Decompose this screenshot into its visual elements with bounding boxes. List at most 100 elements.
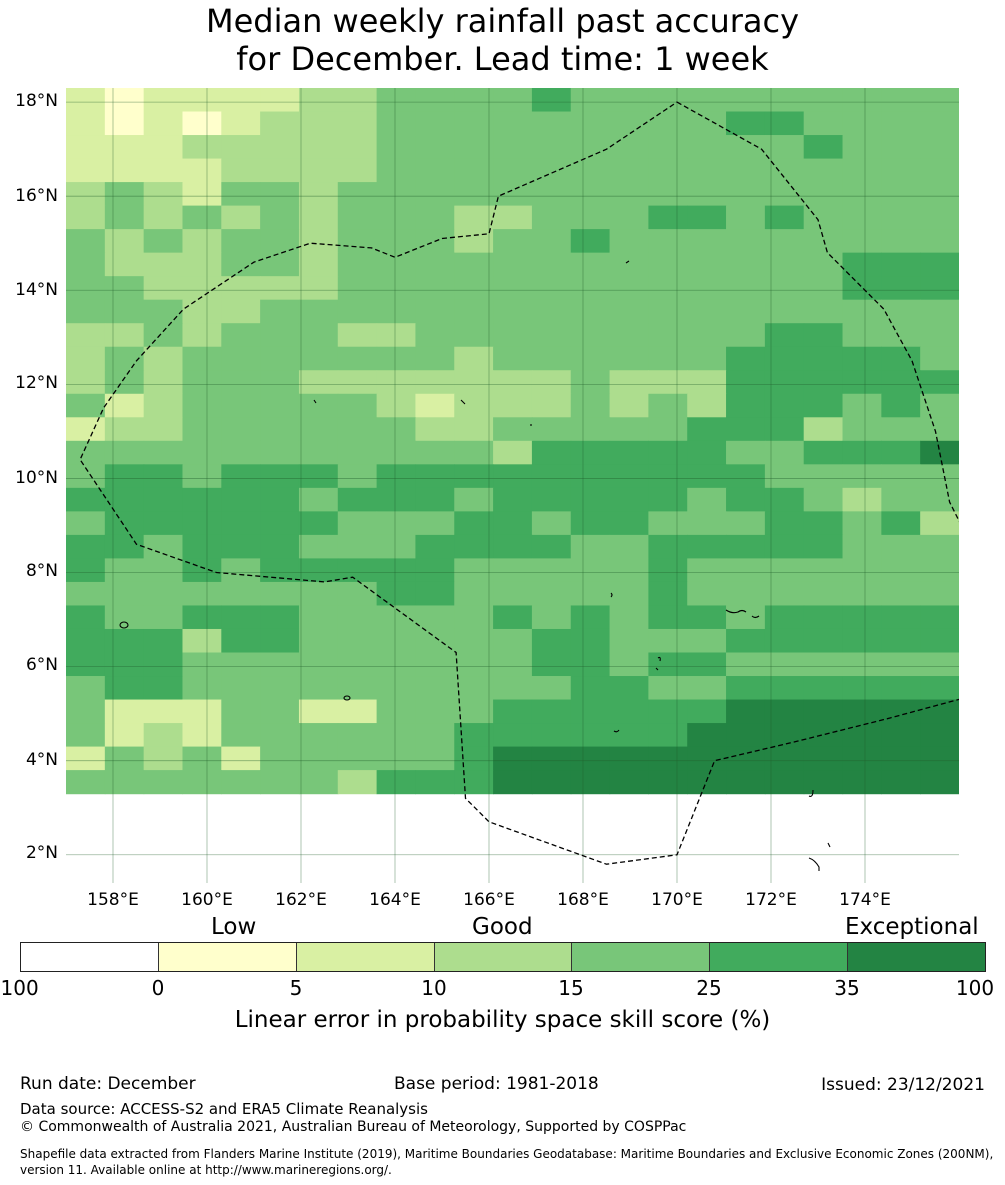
skill-cell xyxy=(881,676,921,701)
skill-cell xyxy=(260,464,300,489)
skill-cell xyxy=(260,534,300,560)
skill-cell xyxy=(648,346,688,371)
skill-cell xyxy=(842,370,882,395)
skill-cell xyxy=(687,88,727,113)
skill-cell xyxy=(648,746,688,771)
skill-cell xyxy=(648,558,688,583)
skill-cell xyxy=(842,393,882,418)
skill-cell xyxy=(609,158,649,183)
skill-cell xyxy=(842,676,882,701)
skill-cell xyxy=(415,464,455,489)
skill-cell xyxy=(143,88,184,113)
skill-cell xyxy=(298,299,339,324)
skill-cell xyxy=(920,464,959,489)
skill-cell xyxy=(260,346,300,371)
skill-cell xyxy=(726,628,766,654)
skill-cell xyxy=(842,111,882,136)
skill-cell xyxy=(881,111,921,136)
skill-cell xyxy=(182,628,222,654)
skill-cell xyxy=(104,511,145,536)
skill-cell xyxy=(687,182,727,207)
skill-cell xyxy=(803,229,844,254)
skill-cell xyxy=(609,205,649,230)
skill-cell xyxy=(337,699,378,724)
skill-cell xyxy=(648,440,688,465)
skill-cell xyxy=(454,699,494,724)
skill-cell xyxy=(143,581,184,607)
skill-cell xyxy=(570,464,611,489)
skill-cell xyxy=(221,676,261,701)
skill-cell xyxy=(143,229,184,254)
skill-cell xyxy=(842,770,882,795)
skill-cell xyxy=(687,699,727,724)
skill-cell xyxy=(764,88,805,113)
skill-cell xyxy=(493,440,533,465)
skill-cell xyxy=(764,370,805,395)
lat-tick-label: 18°N xyxy=(15,91,58,111)
skill-cell xyxy=(376,487,417,512)
colorbar-segment xyxy=(710,943,849,971)
skill-cell xyxy=(881,299,921,324)
skill-cell xyxy=(726,770,766,795)
colorbar-tick: -100 xyxy=(0,976,39,1000)
skill-cell xyxy=(726,534,766,560)
skill-cell xyxy=(260,393,300,418)
skill-cell xyxy=(920,205,959,230)
skill-cell xyxy=(764,676,805,701)
skill-cell xyxy=(881,252,921,277)
skill-cell xyxy=(376,276,417,301)
skill-cell xyxy=(298,88,339,113)
skill-cell xyxy=(104,440,145,465)
skill-cell xyxy=(493,676,533,701)
lat-tick-label: 10°N xyxy=(15,468,58,488)
skill-cell xyxy=(104,111,145,136)
skill-cell xyxy=(609,417,649,442)
skill-cell xyxy=(182,229,222,254)
skill-cell xyxy=(881,464,921,489)
skill-cell xyxy=(104,487,145,512)
skill-cell xyxy=(842,252,882,277)
skill-cell xyxy=(337,628,378,654)
skill-cell xyxy=(570,511,611,536)
skill-cell xyxy=(221,252,261,277)
skill-cell xyxy=(881,135,921,160)
skill-cell xyxy=(376,229,417,254)
skill-cell xyxy=(726,135,766,160)
skill-cell xyxy=(260,770,300,795)
skill-cell xyxy=(104,699,145,724)
skill-cell xyxy=(570,135,611,160)
skill-cell xyxy=(881,723,921,748)
skill-cell xyxy=(415,111,455,136)
skill-cell xyxy=(570,323,611,348)
skill-cell xyxy=(493,323,533,348)
skill-cell xyxy=(687,723,727,748)
skill-cell xyxy=(920,652,959,677)
skill-cell xyxy=(648,487,688,512)
copyright: © Commonwealth of Australia 2021, Austra… xyxy=(20,1119,687,1135)
skill-cell xyxy=(415,417,455,442)
skill-cell xyxy=(609,370,649,395)
issued-date: Issued: 23/12/2021 xyxy=(821,1075,985,1095)
skill-cell xyxy=(493,770,533,795)
run-date: Run date: December xyxy=(20,1074,196,1094)
skill-cell xyxy=(376,652,417,677)
skill-cell xyxy=(648,605,688,630)
skill-cell xyxy=(531,299,572,324)
skill-cell xyxy=(337,135,378,160)
skill-cell xyxy=(881,229,921,254)
skill-cell xyxy=(260,487,300,512)
skill-cell xyxy=(454,770,494,795)
skill-cell xyxy=(687,652,727,677)
skill-cell xyxy=(764,581,805,607)
skill-cell xyxy=(920,182,959,207)
skill-cell xyxy=(454,158,494,183)
skill-cell xyxy=(298,158,339,183)
skill-cell xyxy=(609,299,649,324)
skill-cell xyxy=(454,558,494,583)
skill-cell xyxy=(920,746,959,771)
skill-cell xyxy=(104,417,145,442)
skill-cell xyxy=(687,440,727,465)
skill-cell xyxy=(298,487,339,512)
lon-tick-label: 174°E xyxy=(839,890,891,910)
skill-cell xyxy=(143,417,184,442)
